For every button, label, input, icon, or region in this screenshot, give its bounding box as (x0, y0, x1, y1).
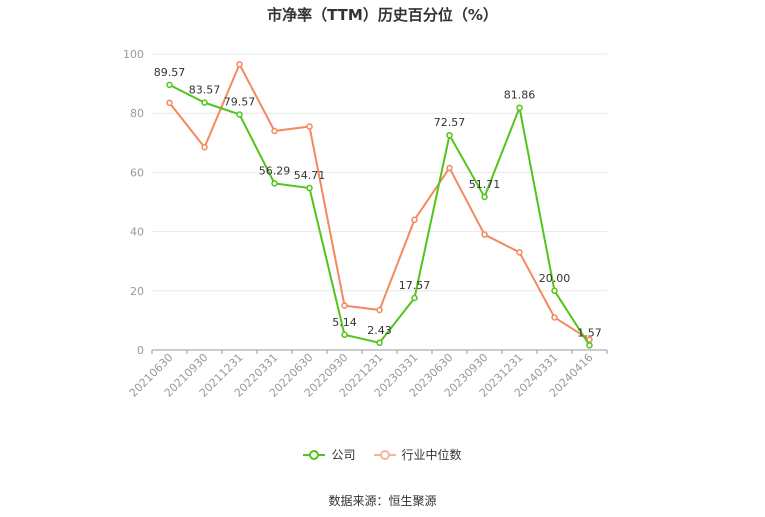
legend-label-industry-median: 行业中位数 (401, 448, 462, 462)
chart-title: 市净率（TTM）历史百分位（%） (267, 6, 498, 24)
y-tick-label: 0 (137, 344, 144, 357)
data-point-industry-median (236, 61, 243, 68)
data-point-company (446, 131, 453, 139)
data-point-company (551, 287, 558, 295)
series-line-company (169, 83, 591, 346)
data-point-company (376, 339, 383, 347)
data-label-company: 79.57 (224, 95, 256, 108)
data-point-industry-median (411, 216, 418, 224)
data-point-industry-median (341, 302, 348, 309)
data-label-company: 17.57 (399, 279, 431, 292)
data-point-company (306, 184, 313, 192)
y-tick-label: 60 (130, 166, 144, 179)
data-source: 数据来源：恒生聚源 (328, 494, 437, 508)
y-tick-label: 20 (130, 285, 144, 298)
data-label-company: 54.71 (294, 169, 326, 182)
data-point-industry-median (166, 99, 173, 107)
data-label-company: 51.71 (469, 178, 501, 191)
data-point-industry-median (376, 306, 383, 314)
data-label-company: 20.00 (539, 272, 571, 285)
data-point-company (481, 193, 488, 201)
legend-swatch-company-icon (303, 449, 326, 460)
data-point-industry-median (516, 249, 523, 256)
data-point-industry-median (201, 143, 208, 151)
data-point-industry-median (306, 123, 313, 130)
data-point-company (516, 104, 523, 111)
y-tick-label: 80 (130, 107, 144, 120)
data-label-company: 83.57 (189, 84, 221, 97)
y-tick-label: 100 (123, 48, 144, 61)
data-point-industry-median (446, 164, 453, 172)
data-label-company: 89.57 (154, 66, 186, 79)
data-label-company: 5.14 (332, 316, 357, 329)
data-point-company (586, 342, 593, 349)
data-label-company: 2.43 (367, 324, 392, 337)
data-label-company: 81.86 (504, 89, 536, 102)
data-point-industry-median (481, 231, 488, 238)
data-label-company: 72.57 (434, 116, 466, 129)
data-point-company (236, 111, 243, 118)
legend-label-company: 公司 (331, 448, 356, 462)
data-point-industry-median (551, 314, 558, 321)
legend: 公司 行业中位数 (0, 446, 765, 463)
data-point-company (166, 81, 173, 89)
data-point-company (411, 294, 418, 302)
legend-item-company[interactable]: 公司 (303, 446, 356, 463)
data-label-company: 1.57 (577, 326, 602, 339)
data-label-company: 56.29 (259, 164, 291, 177)
data-point-company (271, 180, 278, 187)
y-tick-label: 40 (130, 226, 144, 239)
data-point-company (341, 331, 348, 339)
data-point-company (201, 99, 208, 106)
legend-swatch-industry-median-icon (373, 449, 396, 460)
data-point-industry-median (271, 127, 278, 135)
legend-item-industry-median[interactable]: 行业中位数 (373, 446, 462, 463)
